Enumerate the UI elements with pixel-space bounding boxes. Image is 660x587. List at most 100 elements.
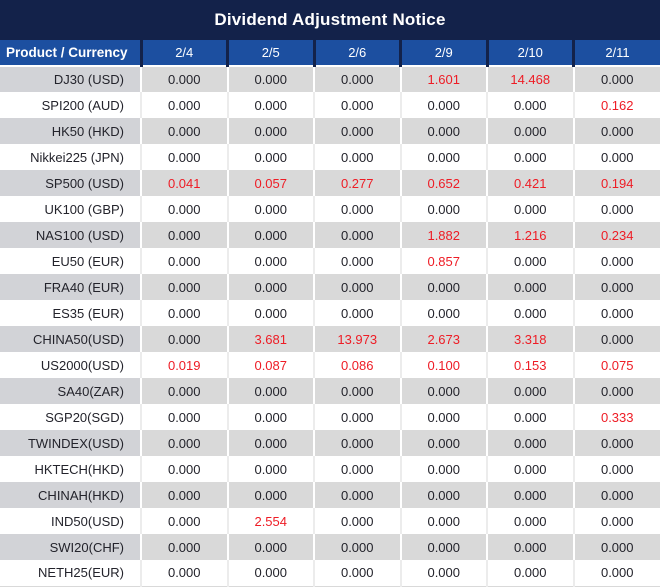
value-cell: 0.000 bbox=[313, 404, 401, 430]
value-cell: 0.333 bbox=[572, 404, 660, 430]
value-cell: 0.194 bbox=[572, 170, 660, 196]
value-cell: 0.000 bbox=[486, 144, 574, 170]
value-cell: 0.000 bbox=[313, 456, 401, 482]
value-cell: 0.000 bbox=[140, 196, 228, 222]
product-cell: US2000(USD) bbox=[0, 352, 141, 378]
value-cell: 0.000 bbox=[572, 482, 660, 508]
value-cell: 0.000 bbox=[140, 300, 228, 326]
table-row: HK50 (HKD) 0.000 0.000 0.000 0.000 0.000 0.000 bbox=[0, 118, 660, 144]
value-cell: 0.652 bbox=[399, 170, 487, 196]
value-cell: 0.000 bbox=[486, 300, 574, 326]
product-cell: SA40(ZAR) bbox=[0, 378, 141, 404]
table-row: Nikkei225 (JPN) 0.000 0.000 0.000 0.000 0.000… bbox=[0, 144, 660, 170]
value-cell: 3.318 bbox=[486, 326, 574, 352]
value-cell: 0.000 bbox=[572, 508, 660, 534]
value-cell: 0.000 bbox=[399, 560, 487, 586]
table-row: US2000(USD) 0.019 0.087 0.086 0.100 0.153 0.07… bbox=[0, 352, 660, 378]
value-cell: 0.000 bbox=[486, 534, 574, 560]
value-cell: 0.000 bbox=[140, 534, 228, 560]
value-cell: 0.000 bbox=[226, 378, 314, 404]
value-cell: 0.000 bbox=[226, 196, 314, 222]
product-cell: SWI20(CHF) bbox=[0, 534, 141, 560]
value-cell: 0.000 bbox=[486, 248, 574, 274]
value-cell: 0.000 bbox=[399, 196, 487, 222]
value-cell: 0.153 bbox=[486, 352, 574, 378]
date-header: 2/9 bbox=[399, 40, 487, 67]
date-header: 2/4 bbox=[139, 40, 228, 67]
value-cell: 0.000 bbox=[226, 274, 314, 300]
value-cell: 0.000 bbox=[399, 534, 487, 560]
table-row: SA40(ZAR) 0.000 0.000 0.000 0.000 0.000 0.000 bbox=[0, 378, 660, 404]
product-cell: HK50 (HKD) bbox=[0, 118, 141, 144]
value-cell: 0.000 bbox=[572, 144, 660, 170]
value-cell: 0.000 bbox=[572, 430, 660, 456]
product-cell: IND50(USD) bbox=[0, 508, 141, 534]
product-cell: SGP20(SGD) bbox=[0, 404, 141, 430]
value-cell: 0.000 bbox=[313, 300, 401, 326]
table-row: HKTECH(HKD) 0.000 0.000 0.000 0.000 0.000 0.00… bbox=[0, 456, 660, 482]
value-cell: 0.000 bbox=[572, 300, 660, 326]
value-cell: 0.057 bbox=[226, 170, 314, 196]
value-cell: 0.000 bbox=[486, 378, 574, 404]
value-cell: 0.000 bbox=[399, 456, 487, 482]
value-cell: 0.000 bbox=[140, 222, 228, 248]
date-header: 2/11 bbox=[572, 40, 660, 67]
value-cell: 0.000 bbox=[226, 144, 314, 170]
value-cell: 0.277 bbox=[313, 170, 401, 196]
date-header: 2/10 bbox=[485, 40, 574, 67]
value-cell: 0.000 bbox=[140, 92, 228, 118]
table-row: EU50 (EUR) 0.000 0.000 0.000 0.857 0.000 0.000 bbox=[0, 248, 660, 274]
value-cell: 0.000 bbox=[226, 456, 314, 482]
product-cell: SP500 (USD) bbox=[0, 170, 141, 196]
product-cell: CHINA50(USD) bbox=[0, 326, 141, 352]
value-cell: 0.000 bbox=[140, 66, 228, 92]
value-cell: 0.000 bbox=[313, 560, 401, 586]
value-cell: 0.000 bbox=[140, 430, 228, 456]
value-cell: 0.000 bbox=[226, 482, 314, 508]
value-cell: 0.000 bbox=[140, 404, 228, 430]
value-cell: 0.000 bbox=[572, 560, 660, 586]
value-cell: 0.000 bbox=[313, 508, 401, 534]
value-cell: 0.000 bbox=[313, 248, 401, 274]
value-cell: 0.000 bbox=[226, 92, 314, 118]
value-cell: 0.086 bbox=[313, 352, 401, 378]
value-cell: 0.000 bbox=[486, 430, 574, 456]
value-cell: 0.000 bbox=[226, 66, 314, 92]
value-cell: 0.000 bbox=[399, 430, 487, 456]
value-cell: 0.000 bbox=[140, 144, 228, 170]
product-cell: FRA40 (EUR) bbox=[0, 274, 141, 300]
table-row: IND50(USD) 0.000 2.554 0.000 0.000 0.000 0.000 bbox=[0, 508, 660, 534]
product-cell: Nikkei225 (JPN) bbox=[0, 144, 141, 170]
value-cell: 0.857 bbox=[399, 248, 487, 274]
value-cell: 0.000 bbox=[486, 196, 574, 222]
table-row: UK100 (GBP) 0.000 0.000 0.000 0.000 0.000 0.00… bbox=[0, 196, 660, 222]
value-cell: 0.000 bbox=[572, 326, 660, 352]
value-cell: 0.000 bbox=[399, 274, 487, 300]
value-cell: 0.000 bbox=[313, 534, 401, 560]
value-cell: 0.000 bbox=[399, 118, 487, 144]
value-cell: 0.075 bbox=[572, 352, 660, 378]
value-cell: 0.000 bbox=[226, 430, 314, 456]
value-cell: 0.000 bbox=[399, 300, 487, 326]
date-header: 2/5 bbox=[226, 40, 314, 67]
table-row: TWINDEX(USD) 0.000 0.000 0.000 0.000 0.000 0.0… bbox=[0, 430, 660, 456]
value-cell: 0.000 bbox=[313, 378, 401, 404]
value-cell: 0.000 bbox=[572, 378, 660, 404]
product-cell: EU50 (EUR) bbox=[0, 248, 141, 274]
product-cell: HKTECH(HKD) bbox=[0, 456, 141, 482]
value-cell: 0.000 bbox=[486, 92, 574, 118]
value-cell: 0.000 bbox=[572, 456, 660, 482]
product-cell: SPI200 (AUD) bbox=[0, 92, 141, 118]
value-cell: 0.000 bbox=[399, 404, 487, 430]
value-cell: 0.100 bbox=[399, 352, 487, 378]
value-cell: 0.000 bbox=[572, 66, 660, 92]
table-row: SP500 (USD) 0.041 0.057 0.277 0.652 0.421 0.19… bbox=[0, 170, 660, 196]
value-cell: 1.601 bbox=[399, 66, 487, 92]
value-cell: 0.000 bbox=[313, 66, 401, 92]
value-cell: 0.000 bbox=[399, 508, 487, 534]
product-currency-header: Product / Currency bbox=[0, 40, 141, 67]
table-row: DJ30 (USD) 0.000 0.000 0.000 1.601 14.468 0.00… bbox=[0, 66, 660, 92]
product-cell: CHINAH(HKD) bbox=[0, 482, 141, 508]
product-cell: TWINDEX(USD) bbox=[0, 430, 141, 456]
